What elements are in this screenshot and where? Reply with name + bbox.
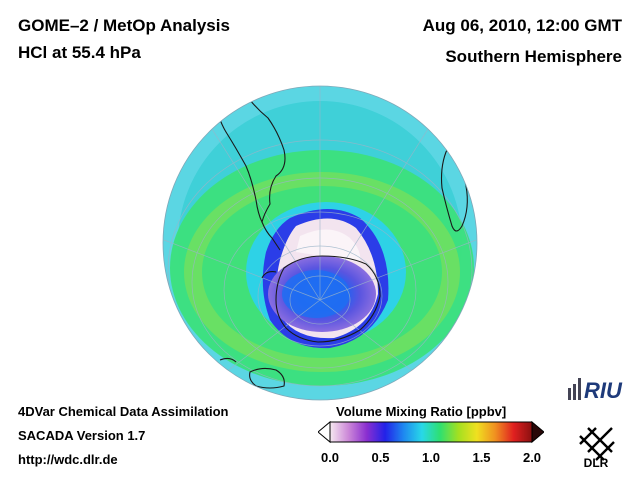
date-time-label: Aug 06, 2010, 12:00 GMT (422, 16, 622, 35)
footer-version: SACADA Version 1.7 (18, 428, 146, 443)
riu-logo-text: RIU (584, 378, 623, 403)
antarctica-coastline (275, 255, 381, 343)
footer-method: 4DVar Chemical Data Assimilation (18, 404, 229, 419)
australia-coastline (249, 367, 285, 389)
colorbar-arrow-low (318, 420, 331, 444)
globe-outline (162, 85, 478, 401)
colorbar-tick-label: 1.5 (472, 450, 491, 465)
colorbar-tick-label: 2.0 (522, 450, 542, 465)
subtitle-species-level: HCl at 55.4 hPa (18, 43, 141, 62)
footer-url[interactable]: http://wdc.dlr.de (18, 452, 118, 467)
dlr-logo-text: DLR (584, 456, 609, 470)
region-label: Southern Hemisphere (445, 47, 622, 66)
title: GOME–2 / MetOp Analysis (18, 16, 230, 35)
riu-logo: RIU (568, 378, 623, 403)
colorbar-ramp (329, 421, 533, 443)
south-america-coastline (217, 98, 286, 224)
colorbar (318, 420, 544, 444)
graticule (163, 86, 477, 400)
colorbar-tick-label: 1.0 (421, 450, 441, 465)
colorbar-tick-label: 0.5 (371, 450, 390, 465)
dlr-logo: DLR (579, 427, 615, 470)
colorbar-arrow-high (531, 420, 544, 444)
colorbar-title: Volume Mixing Ratio [ppbv] (336, 404, 507, 419)
colorbar-tick-label: 0.0 (320, 450, 340, 465)
